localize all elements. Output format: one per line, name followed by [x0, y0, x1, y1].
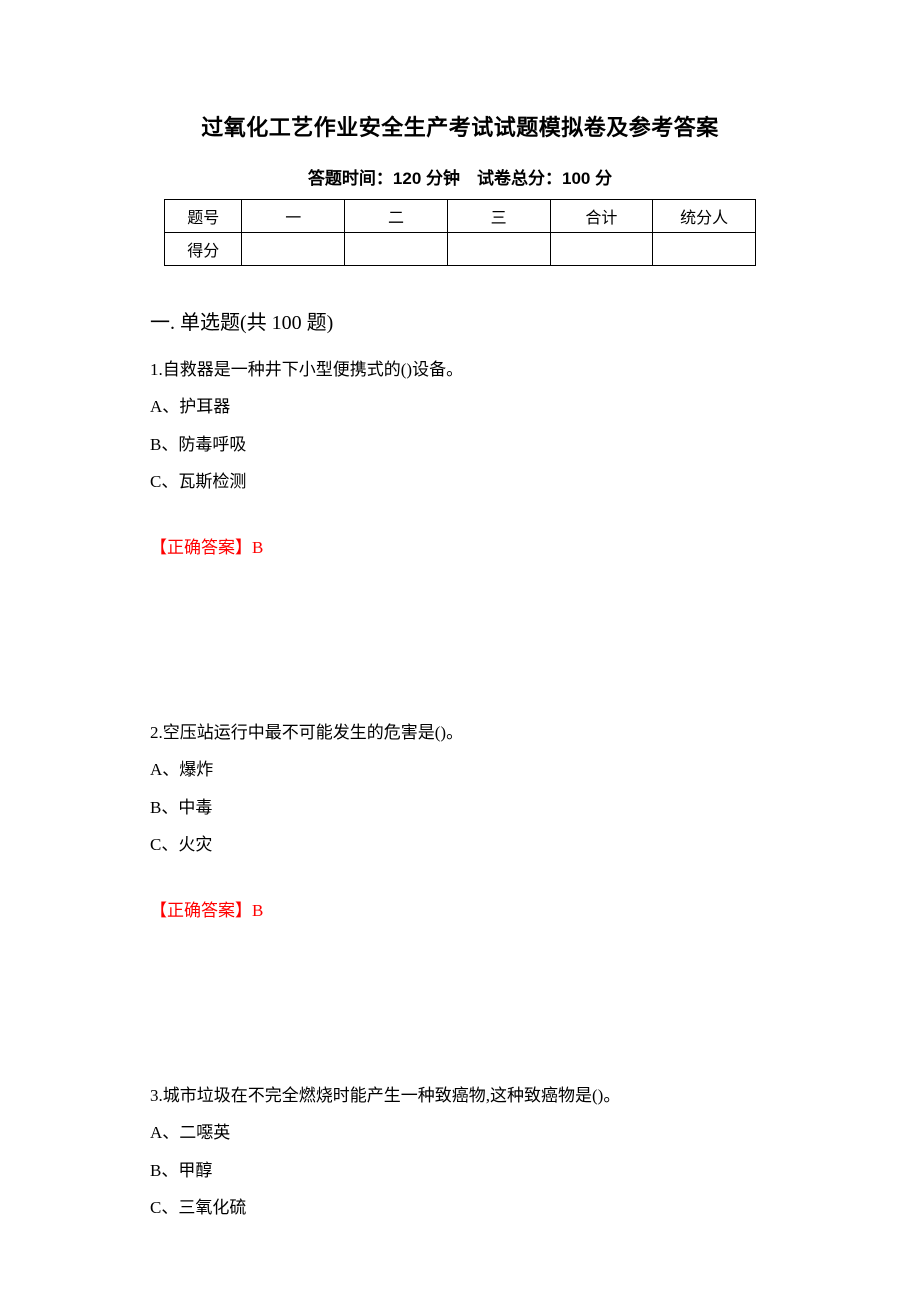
spacer [150, 594, 770, 714]
score-header-cell: 题号 [165, 200, 242, 233]
question-option: A、护耳器 [150, 388, 770, 425]
score-cell-empty [653, 233, 756, 266]
answer-label: 【正确答案】 [150, 901, 252, 920]
question-block: 3.城市垃圾在不完全燃烧时能产生一种致癌物,这种致癌物是()。 A、二噁英 B、… [150, 1077, 770, 1227]
section-heading: 一. 单选题(共 100 题) [150, 306, 770, 335]
question-option: A、爆炸 [150, 751, 770, 788]
question-option: B、甲醇 [150, 1152, 770, 1189]
score-cell-empty [242, 233, 345, 266]
document-title: 过氧化工艺作业安全生产考试试题模拟卷及参考答案 [150, 110, 770, 142]
score-table: 题号 一 二 三 合计 统分人 得分 [164, 199, 756, 266]
question-stem: 1.自救器是一种井下小型便携式的()设备。 [150, 351, 770, 388]
answer-value: B [252, 538, 263, 557]
question-stem: 2.空压站运行中最不可能发生的危害是()。 [150, 714, 770, 751]
question-option: B、防毒呼吸 [150, 426, 770, 463]
score-cell-empty [447, 233, 550, 266]
score-header-cell: 合计 [550, 200, 653, 233]
score-header-cell: 三 [447, 200, 550, 233]
answer-value: B [252, 901, 263, 920]
score-cell-empty [345, 233, 448, 266]
score-header-cell: 二 [345, 200, 448, 233]
question-option: C、瓦斯检测 [150, 463, 770, 500]
answer-line: 【正确答案】B [150, 529, 770, 566]
question-stem: 3.城市垃圾在不完全燃烧时能产生一种致癌物,这种致癌物是()。 [150, 1077, 770, 1114]
score-header-cell: 统分人 [653, 200, 756, 233]
score-table-header-row: 题号 一 二 三 合计 统分人 [165, 200, 756, 233]
question-option: B、中毒 [150, 789, 770, 826]
score-cell-empty [550, 233, 653, 266]
question-block: 1.自救器是一种井下小型便携式的()设备。 A、护耳器 B、防毒呼吸 C、瓦斯检… [150, 351, 770, 566]
score-table-score-row: 得分 [165, 233, 756, 266]
question-block: 2.空压站运行中最不可能发生的危害是()。 A、爆炸 B、中毒 C、火灾 【正确… [150, 714, 770, 929]
question-option: C、三氧化硫 [150, 1189, 770, 1226]
question-option: C、火灾 [150, 826, 770, 863]
answer-line: 【正确答案】B [150, 892, 770, 929]
page: 过氧化工艺作业安全生产考试试题模拟卷及参考答案 答题时间：120 分钟 试卷总分… [0, 0, 920, 1314]
score-header-cell: 一 [242, 200, 345, 233]
question-option: A、二噁英 [150, 1114, 770, 1151]
score-row-label: 得分 [165, 233, 242, 266]
document-subtitle: 答题时间：120 分钟 试卷总分：100 分 [150, 164, 770, 189]
answer-label: 【正确答案】 [150, 538, 252, 557]
spacer [150, 957, 770, 1077]
